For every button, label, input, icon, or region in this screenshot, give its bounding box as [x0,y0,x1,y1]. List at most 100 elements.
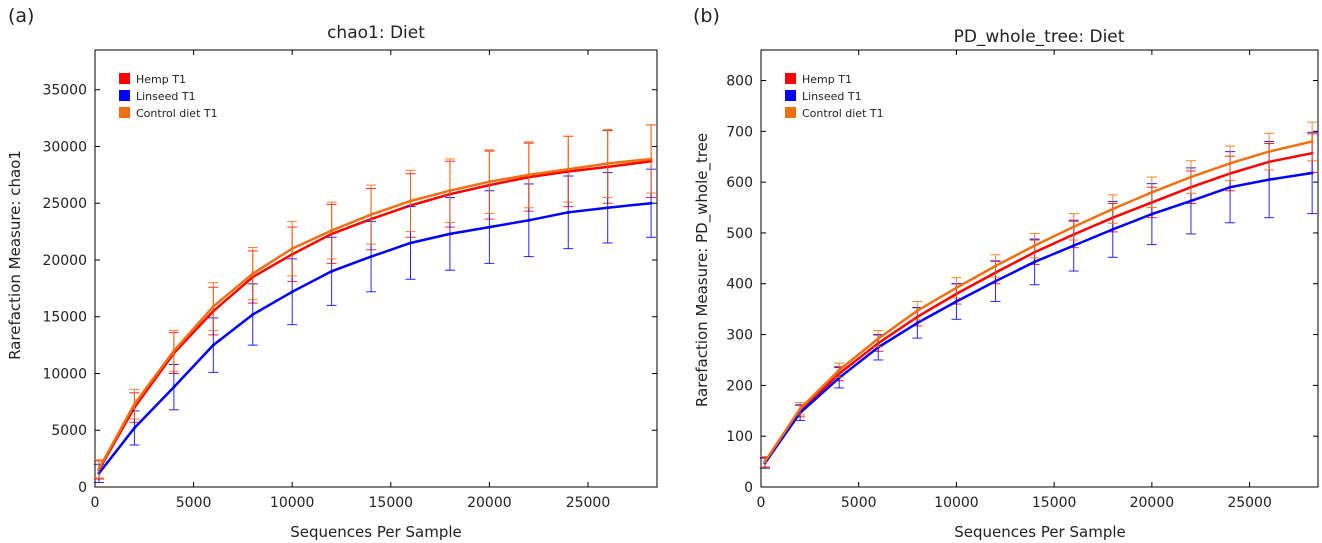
plot-area-a: 0 5000 10000 15000 20000 25000 0 5000 10000 15000… [42,49,658,511]
data-point [172,349,176,353]
y-tick-label: 400 [726,277,753,293]
y-axis-label-a: Rarefaction Measure: chao1 [6,150,24,360]
data-point [330,228,334,232]
x-tick-label: 25000 [1227,495,1272,511]
chart-panel-a: (a) chao1: Diet 0 5000 10000 15000 20000 2500… [6,5,658,541]
y-tick-label: 700 [726,124,753,140]
legend-label: Linseed T1 [802,90,862,103]
data-point [1072,225,1076,229]
data-point [527,218,531,222]
data-point [1228,185,1232,189]
data-point [1267,150,1271,154]
data-point [290,290,294,294]
series-control-diet-t1 [759,121,1318,468]
y-tick-label: 15000 [42,310,87,326]
data-point [798,407,802,411]
data-point [172,385,176,389]
data-point [1150,190,1154,194]
data-point [1267,178,1271,182]
series-linseed-t1 [759,131,1318,469]
panel-label-a: (a) [8,5,34,27]
legend-label: Linseed T1 [136,90,196,103]
legend-swatch [119,73,130,84]
data-point [837,368,841,372]
data-point [1310,171,1314,175]
data-point [409,241,413,245]
data-point [1228,161,1232,165]
data-point [649,157,653,161]
legend-swatch [119,90,130,101]
x-tick-label: 25000 [566,495,611,511]
data-point [606,162,610,166]
series-linseed-t1 [93,168,657,483]
y-tick-label: 25000 [42,196,87,212]
legend-swatch [785,90,796,101]
data-point [1033,260,1037,264]
data-point [330,269,334,273]
data-point [132,402,136,406]
series-control-diet-t1 [93,124,657,479]
legend: Hemp T1 Linseed T1 Control diet T1 [119,73,218,120]
y-tick-label: 0 [78,480,87,496]
series-hemp-t1 [759,133,1318,469]
y-tick-label: 30000 [42,139,87,155]
data-point [290,247,294,251]
data-point [763,460,767,464]
data-point [915,309,919,313]
data-point [649,201,653,205]
data-point [448,189,452,193]
plot-frame [94,49,658,488]
data-point [211,305,215,309]
y-tick-label: 100 [726,429,753,445]
data-point [566,167,570,171]
legend-swatch [785,107,796,118]
data-point [251,312,255,316]
x-axis-label-b: Sequences Per Sample [954,523,1126,541]
data-point [211,343,215,347]
x-tick-label: 20000 [467,495,512,511]
x-tick-label: 10000 [934,495,979,511]
y-tick-label: 300 [726,328,753,344]
chart-title-b: PD_whole_tree: Diet [954,27,1125,47]
data-point [606,206,610,210]
y-tick-label: 5000 [51,423,87,439]
data-point [1150,212,1154,216]
y-tick-label: 35000 [42,83,87,99]
legend-swatch [785,73,796,84]
data-point [97,467,101,471]
x-tick-label: 0 [91,495,100,511]
x-tick-label: 20000 [1130,495,1175,511]
legend-label: Control diet T1 [136,107,218,120]
data-point [915,321,919,325]
data-point [994,264,998,268]
data-point [1189,175,1193,179]
data-point [487,180,491,184]
y-tick-label: 600 [726,175,753,191]
y-tick-label: 10000 [42,366,87,382]
data-point [954,286,958,290]
x-tick-label: 5000 [841,495,877,511]
y-tick-label: 20000 [42,253,87,269]
chart-panel-b: (b) PD_whole_tree: Diet 0 5000 10000 15000 2… [693,5,1319,541]
data-point [487,225,491,229]
data-point [369,255,373,259]
x-tick-label: 0 [757,495,766,511]
data-point [1310,139,1314,143]
legend-swatch [119,107,130,118]
x-tick-label: 15000 [369,495,414,511]
x-axis-label-a: Sequences Per Sample [290,523,462,541]
y-tick-label: 0 [744,480,753,496]
data-point [409,199,413,203]
y-axis-label-b: Rarefaction Measure: PD_whole_tree [693,133,712,407]
x-tick-label: 10000 [270,495,315,511]
data-point [1111,227,1115,231]
data-point [527,173,531,177]
legend-label: Control diet T1 [802,107,884,120]
legend-label: Hemp T1 [802,73,852,86]
data-point [1072,244,1076,248]
x-tick-label: 5000 [176,495,212,511]
data-point [132,426,136,430]
legend: Hemp T1 Linseed T1 Control diet T1 [785,73,884,120]
data-point [954,300,958,304]
